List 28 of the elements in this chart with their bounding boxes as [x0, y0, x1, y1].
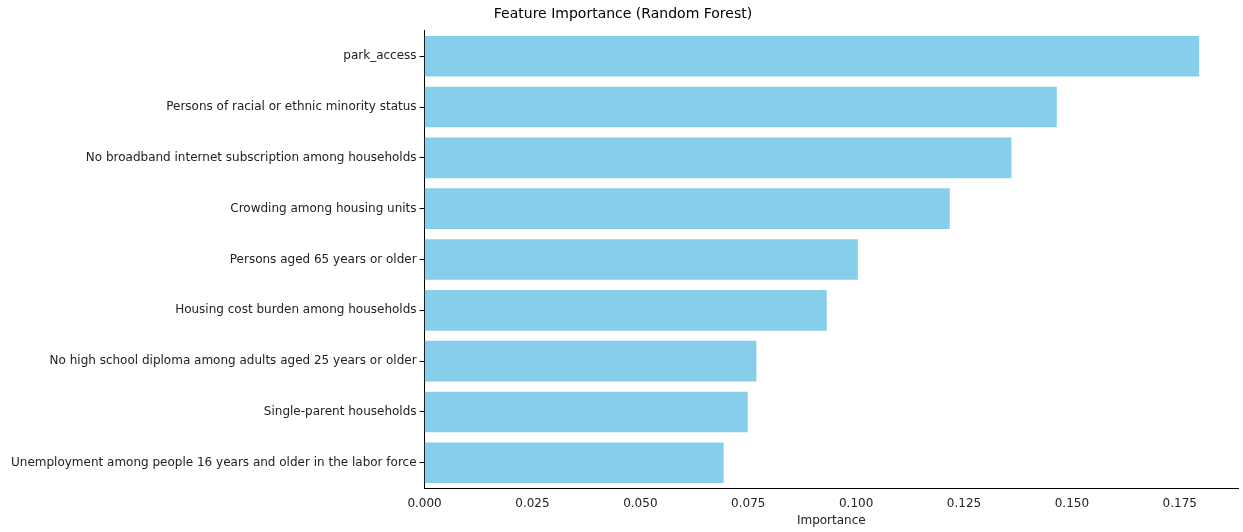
- bar: [424, 35, 1200, 77]
- bar: [424, 340, 757, 382]
- y-tick-label: Housing cost burden among households: [175, 302, 417, 317]
- bar: [424, 289, 827, 331]
- bar: [424, 137, 1012, 179]
- y-tick-label: park_access: [343, 48, 417, 63]
- x-tick-label: 0.175: [1162, 495, 1197, 510]
- x-tick-label: 0.150: [1054, 495, 1090, 510]
- x-axis-title: Importance: [796, 512, 866, 527]
- x-tick-label: 0.025: [515, 495, 550, 510]
- y-tick-label: Persons aged 65 years or older: [229, 251, 417, 266]
- x-tick-label: 0.075: [731, 495, 766, 510]
- bar: [424, 239, 858, 280]
- y-tick-label: No broadband internet subscription among households: [85, 149, 417, 164]
- y-tick-label: Crowding among housing units: [230, 200, 417, 215]
- y-tick-label: Unemployment among people 16 years and older in the labor force: [11, 454, 417, 469]
- y-tick-label: Single-parent households: [263, 404, 417, 419]
- bar: [424, 188, 950, 230]
- bar: [424, 86, 1057, 128]
- x-tick-label: 0.000: [407, 495, 442, 510]
- bar: [424, 391, 748, 433]
- y-tick-label: Persons of racial or ethnic minority status: [166, 99, 417, 114]
- y-tick-label: No high school diploma among adults aged 25 years or older: [49, 353, 417, 368]
- x-tick-label: 0.050: [623, 495, 658, 510]
- bar: [424, 442, 724, 484]
- x-tick-label: 0.100: [838, 495, 874, 510]
- x-tick-label: 0.125: [946, 495, 982, 510]
- chart-title: Feature Importance (Random Forest): [493, 5, 753, 22]
